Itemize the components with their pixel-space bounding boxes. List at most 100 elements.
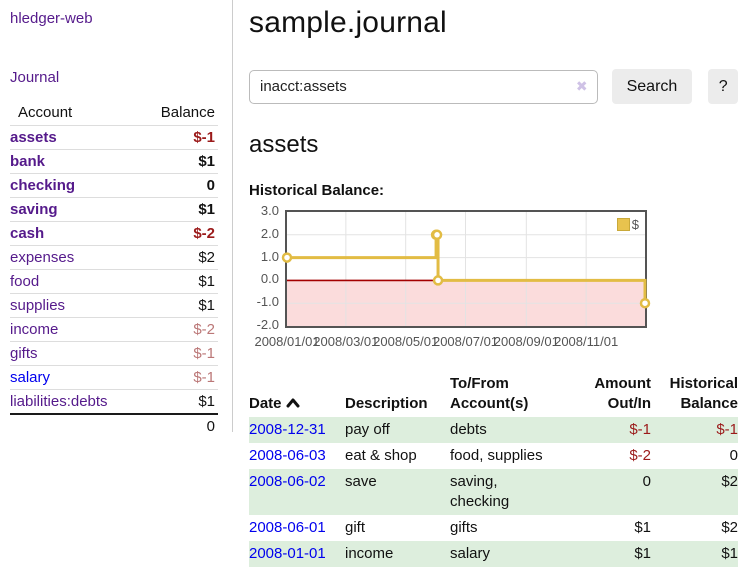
- accounts-total-value: 0: [141, 413, 218, 438]
- accounts-total-row: 0: [10, 413, 218, 438]
- register-row: 2008-06-02 save saving, checking 0 $2: [249, 469, 738, 515]
- balance-step-line: [281, 212, 651, 326]
- account-link-bank[interactable]: bank: [10, 153, 46, 170]
- y-axis-tick: 3.0: [260, 203, 279, 218]
- account-row: bank $1: [10, 149, 218, 174]
- transaction-description: gift: [345, 519, 366, 536]
- search-box: ✖: [249, 69, 598, 104]
- transaction-description: pay off: [345, 421, 390, 438]
- account-column-header: Account: [18, 104, 73, 121]
- account-row: income $-2: [10, 317, 218, 342]
- account-link-gifts[interactable]: gifts: [10, 345, 38, 362]
- search-input[interactable]: [249, 69, 598, 104]
- account-link-salary[interactable]: salary: [10, 369, 51, 386]
- account-balance: $1: [141, 389, 218, 414]
- accounts-header-row: Account Balance: [10, 101, 218, 126]
- transaction-date-link[interactable]: 2008-12-31: [249, 421, 326, 438]
- transaction-accounts: food, supplies: [450, 447, 543, 464]
- account-row: gifts $-1: [10, 341, 218, 366]
- accounts-table: Account Balance assets $-1 bank $1 check…: [10, 101, 218, 438]
- date-column-header[interactable]: Date: [249, 371, 345, 417]
- account-balance: $-1: [141, 365, 218, 390]
- transaction-balance: $2: [721, 519, 738, 536]
- account-link-income[interactable]: income: [10, 321, 59, 338]
- account-row: salary $-1: [10, 365, 218, 390]
- legend-label: $: [631, 217, 639, 232]
- balance-column-header: Balance: [160, 104, 215, 121]
- amount-column-header: Amount Out/In: [594, 375, 651, 412]
- transaction-date-link[interactable]: 2008-06-02: [249, 473, 326, 490]
- register-account-title: assets: [249, 131, 319, 158]
- register-row: 2008-06-03 eat & shop food, supplies $-2…: [249, 443, 738, 469]
- account-row: liabilities:debts $1: [10, 389, 218, 414]
- transaction-accounts: gifts: [450, 519, 478, 536]
- account-link-assets[interactable]: assets: [10, 129, 57, 146]
- transaction-date-link[interactable]: 2008-06-01: [249, 519, 326, 536]
- y-axis-tick: 0.0: [260, 271, 279, 287]
- account-link-food[interactable]: food: [10, 273, 40, 290]
- y-axis-tick: 2.0: [260, 225, 279, 241]
- account-balance: $1: [141, 269, 218, 294]
- register-row: 2008-01-01 income salary $1 $1: [249, 541, 738, 567]
- x-axis-tick: 2008/11/01: [554, 334, 619, 349]
- account-balance: $-1: [141, 125, 218, 150]
- x-axis-tick: 2008/03/01: [313, 334, 379, 349]
- account-balance: 0: [141, 173, 218, 198]
- transaction-accounts: salary: [450, 545, 491, 562]
- account-link-checking[interactable]: checking: [10, 177, 76, 194]
- account-balance: $2: [141, 245, 218, 270]
- app-title-link[interactable]: hledger-web: [10, 10, 93, 27]
- sidebar: hledger-web Journal Account Balance asse…: [0, 0, 233, 438]
- account-balance: $1: [141, 197, 218, 222]
- sidebar-item-journal[interactable]: Journal: [10, 69, 60, 86]
- register-row: 2008-12-31 pay off debts $-1 $-1: [249, 417, 738, 443]
- sort-ascending-icon: [286, 394, 300, 414]
- account-link-saving[interactable]: saving: [10, 201, 58, 218]
- register-header-row: Date Description To/From Account(s) Amou…: [249, 371, 738, 417]
- transaction-amount: $1: [634, 545, 651, 562]
- clear-search-icon[interactable]: ✖: [575, 77, 588, 94]
- transaction-date-link[interactable]: 2008-01-01: [249, 545, 326, 562]
- transaction-balance: $2: [721, 473, 738, 490]
- x-axis-tick: 2008/07/01: [432, 334, 499, 349]
- transaction-balance: 0: [729, 447, 738, 464]
- account-balance: $1: [141, 293, 218, 318]
- account-row: expenses $2: [10, 245, 218, 270]
- x-axis-tick: 2008/05/01: [373, 334, 439, 349]
- transaction-amount: $-2: [629, 447, 651, 464]
- account-row: assets $-1: [10, 125, 218, 150]
- account-row: saving $1: [10, 197, 218, 222]
- register-table: Date Description To/From Account(s) Amou…: [249, 371, 738, 567]
- balance-column-header: Historical Balance: [669, 375, 738, 412]
- y-axis-tick: -2.0: [256, 317, 279, 332]
- search-button[interactable]: Search: [611, 69, 693, 104]
- transaction-amount: $-1: [629, 421, 651, 438]
- transaction-balance: $1: [721, 545, 738, 562]
- search-help-button[interactable]: ?: [708, 69, 738, 104]
- transaction-accounts: saving, checking: [450, 473, 510, 510]
- page-title: sample.journal: [249, 6, 447, 39]
- transaction-description: save: [345, 473, 377, 490]
- accounts-column-header: To/From Account(s): [450, 375, 529, 412]
- transaction-balance: $-1: [716, 421, 738, 438]
- account-link-expenses[interactable]: expenses: [10, 249, 75, 266]
- transaction-date-link[interactable]: 2008-06-03: [249, 447, 326, 464]
- account-balance: $-1: [141, 341, 218, 366]
- account-balance: $1: [141, 149, 218, 174]
- register-row: 2008-06-01 gift gifts $1 $2: [249, 515, 738, 541]
- account-balance: $-2: [141, 221, 218, 246]
- account-row: checking 0: [10, 173, 218, 198]
- chart-plot-area: $: [281, 210, 651, 328]
- main-content: sample.journal ✖ Search ? assets Histori…: [249, 0, 738, 567]
- account-balance: $-2: [141, 317, 218, 342]
- account-link-supplies[interactable]: supplies: [10, 297, 66, 314]
- account-link-liabilities-debts[interactable]: liabilities:debts: [10, 393, 108, 410]
- x-axis-tick: 2008/01/01: [254, 334, 320, 349]
- account-link-cash[interactable]: cash: [10, 225, 45, 242]
- search-bar: ✖ Search ?: [249, 69, 738, 104]
- y-axis-tick: 1.0: [260, 248, 279, 264]
- chart-y-axis-labels: 3.0 2.0 1.0 0.0 -1.0 -2.0: [249, 203, 279, 332]
- chart-x-axis-labels: 2008/01/01 2008/03/01 2008/05/01 2008/07/01…: [254, 334, 645, 352]
- account-row: cash $-2: [10, 221, 218, 246]
